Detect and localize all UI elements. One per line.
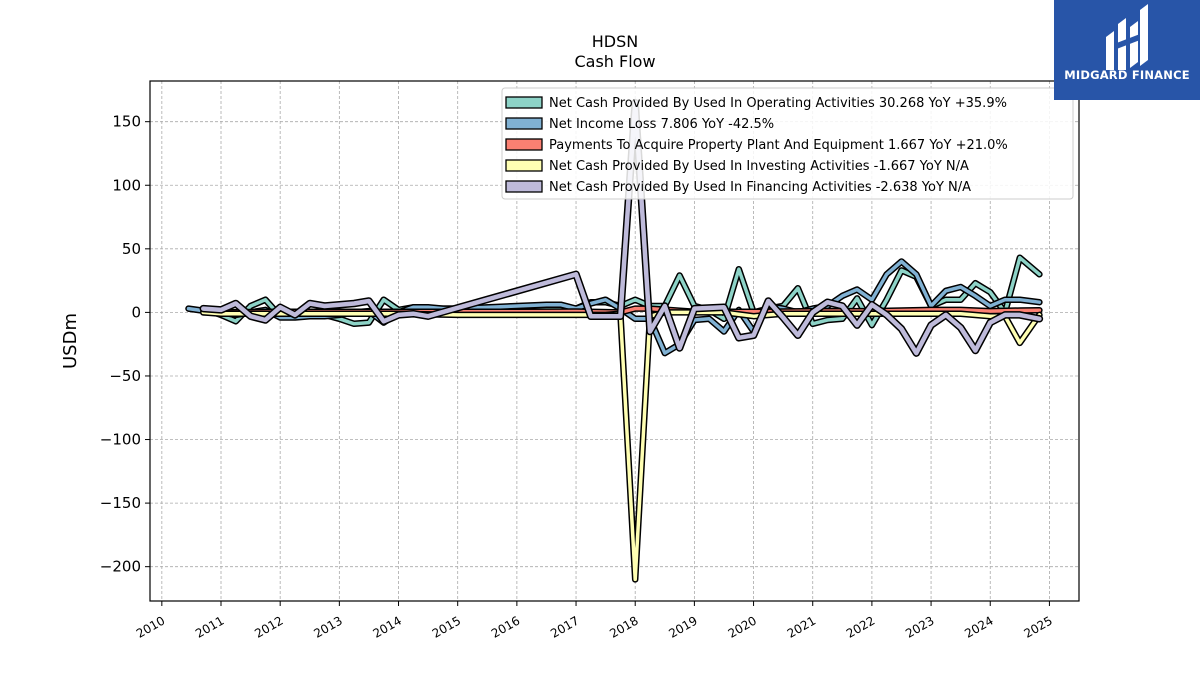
x-tick-label: 2025 — [1021, 613, 1054, 640]
x-tick-label: 2019 — [666, 613, 699, 640]
brand-name: MIDGARD FINANCE — [1064, 68, 1190, 82]
x-tick-label: 2012 — [252, 613, 285, 640]
y-tick-label: 50 — [122, 240, 141, 258]
legend-label: Net Cash Provided By Used In Operating A… — [549, 96, 1007, 111]
y-tick-label: 150 — [112, 113, 141, 131]
legend-swatch — [505, 138, 543, 151]
y-tick-label: 0 — [131, 303, 141, 321]
chart-title: HDSN — [592, 32, 638, 51]
legend-label: Net Cash Provided By Used In Investing A… — [549, 159, 969, 174]
y-tick-label: −50 — [109, 367, 141, 385]
chart-subtitle: Cash Flow — [574, 52, 655, 71]
brand-logo-icon — [1106, 4, 1148, 70]
x-tick-label: 2017 — [548, 613, 581, 640]
legend-label: Net Income Loss 7.806 YoY -42.5% — [549, 117, 774, 132]
y-tick-label: −100 — [100, 431, 141, 449]
legend-swatch — [505, 117, 543, 130]
legend-swatch — [505, 159, 543, 172]
x-tick-label: 2016 — [489, 613, 522, 640]
legend-swatch — [505, 96, 543, 109]
y-tick-label: 100 — [112, 176, 141, 194]
x-tick-label: 2021 — [785, 613, 818, 640]
x-tick-label: 2024 — [962, 613, 995, 640]
plot-frame — [149, 80, 1080, 602]
x-tick-label: 2013 — [311, 613, 344, 640]
series-layer — [185, 98, 1044, 583]
x-tick-label: 2011 — [193, 613, 226, 640]
legend-label: Net Cash Provided By Used In Financing A… — [549, 180, 971, 195]
legend-swatch — [505, 180, 543, 193]
x-tick-label: 2015 — [430, 613, 463, 640]
y-tick-label: −200 — [100, 558, 141, 576]
x-tick-label: 2014 — [371, 613, 404, 640]
legend: Net Cash Provided By Used In Operating A… — [501, 87, 1074, 200]
brand-logo: MIDGARD FINANCE — [1054, 0, 1200, 100]
x-tick-label: 2022 — [844, 613, 877, 640]
series-line-4 — [201, 100, 1042, 356]
x-tick-label: 2010 — [134, 613, 167, 640]
x-tick-label: 2023 — [903, 613, 936, 640]
legend-box — [501, 87, 1074, 200]
y-axis-label: USDm — [60, 313, 81, 369]
legend-label: Payments To Acquire Property Plant And E… — [549, 138, 1008, 153]
x-tick-label: 2018 — [607, 613, 640, 640]
y-tick-label: −150 — [100, 494, 141, 512]
x-tick-label: 2020 — [726, 613, 759, 640]
